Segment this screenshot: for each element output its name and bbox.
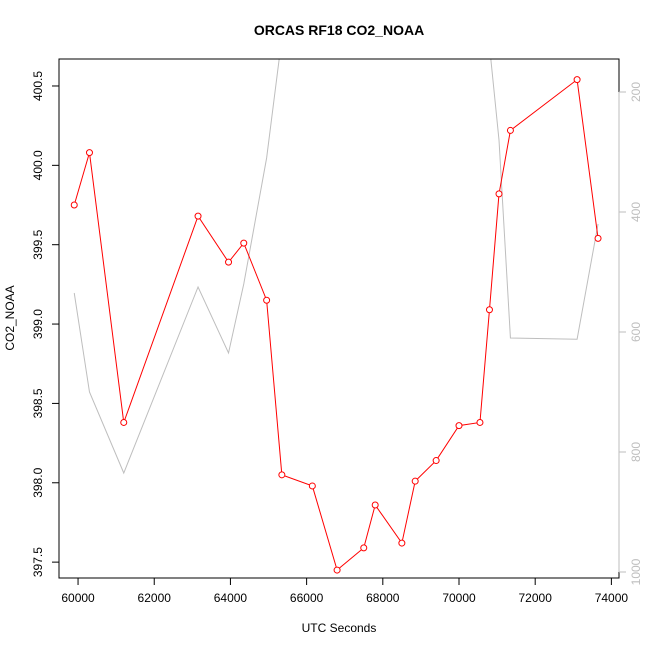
co2-data-point bbox=[485, 306, 493, 314]
y-tick-label: 399.5 bbox=[31, 229, 45, 259]
co2-data-point bbox=[455, 422, 463, 430]
plot-frame bbox=[58, 58, 620, 579]
co2-series-group bbox=[70, 76, 602, 574]
x-tick-label: 70000 bbox=[442, 591, 476, 605]
y-tick-label: 397.5 bbox=[31, 547, 45, 577]
x-tick-label: 72000 bbox=[519, 591, 553, 605]
x-tick-label: 62000 bbox=[138, 591, 172, 605]
co2-data-point bbox=[411, 477, 419, 485]
y-tick-label: 399.0 bbox=[31, 309, 45, 339]
y-axis-left: 397.5 398.0 398.5 399.0 399.5 400.0 400.5 bbox=[31, 71, 60, 577]
y-axis-label: CO2_NOAA bbox=[3, 285, 17, 350]
y-tick-label: 400.0 bbox=[31, 150, 45, 180]
y2-series-group bbox=[73, 59, 599, 475]
x-tick-label: 74000 bbox=[595, 591, 629, 605]
x-tick-label: 64000 bbox=[214, 591, 248, 605]
co2-data-point bbox=[398, 539, 406, 547]
y-tick-label: 400.5 bbox=[31, 71, 45, 101]
y-tick-label: 398.0 bbox=[31, 467, 45, 497]
co2-data-point bbox=[432, 457, 440, 465]
y-axis-right: 200 400 600 800 1000 bbox=[618, 82, 643, 585]
y2-tick-label: 600 bbox=[629, 322, 643, 342]
co2-data-point bbox=[263, 296, 271, 304]
x-tick-label: 68000 bbox=[366, 591, 400, 605]
co2-data-point bbox=[120, 418, 128, 426]
co2-data-point bbox=[308, 482, 316, 490]
y-tick-label: 398.5 bbox=[31, 388, 45, 418]
co2-data-point bbox=[360, 544, 368, 552]
co2-data-point bbox=[333, 566, 341, 574]
y2-tick-label: 400 bbox=[629, 202, 643, 222]
co2-data-point bbox=[240, 239, 248, 247]
co2-data-point bbox=[70, 201, 78, 209]
x-axis-label: UTC Seconds bbox=[302, 621, 377, 635]
co2-data-point bbox=[278, 471, 286, 479]
chart-title: ORCAS RF18 CO2_NOAA bbox=[254, 22, 424, 38]
co2-data-point bbox=[85, 149, 93, 157]
co2-data-point bbox=[371, 501, 379, 509]
co2-data-point bbox=[594, 234, 602, 242]
co2-data-point bbox=[573, 76, 581, 84]
x-tick-label: 66000 bbox=[290, 591, 324, 605]
co2-data-point bbox=[194, 212, 202, 220]
x-axis: 60000 62000 64000 66000 68000 70000 72000 74000 bbox=[61, 577, 629, 605]
co2-data-point bbox=[495, 190, 503, 198]
co2-series-line bbox=[73, 78, 599, 571]
co2-data-point bbox=[476, 418, 484, 426]
y2-tick-label: 1000 bbox=[629, 558, 643, 585]
co2-data-point bbox=[506, 126, 514, 134]
co2-data-point bbox=[225, 258, 233, 266]
y2-tick-label: 800 bbox=[629, 442, 643, 462]
x-tick-label: 60000 bbox=[61, 591, 95, 605]
y2-series-line bbox=[73, 59, 599, 475]
y2-tick-label: 200 bbox=[629, 82, 643, 102]
